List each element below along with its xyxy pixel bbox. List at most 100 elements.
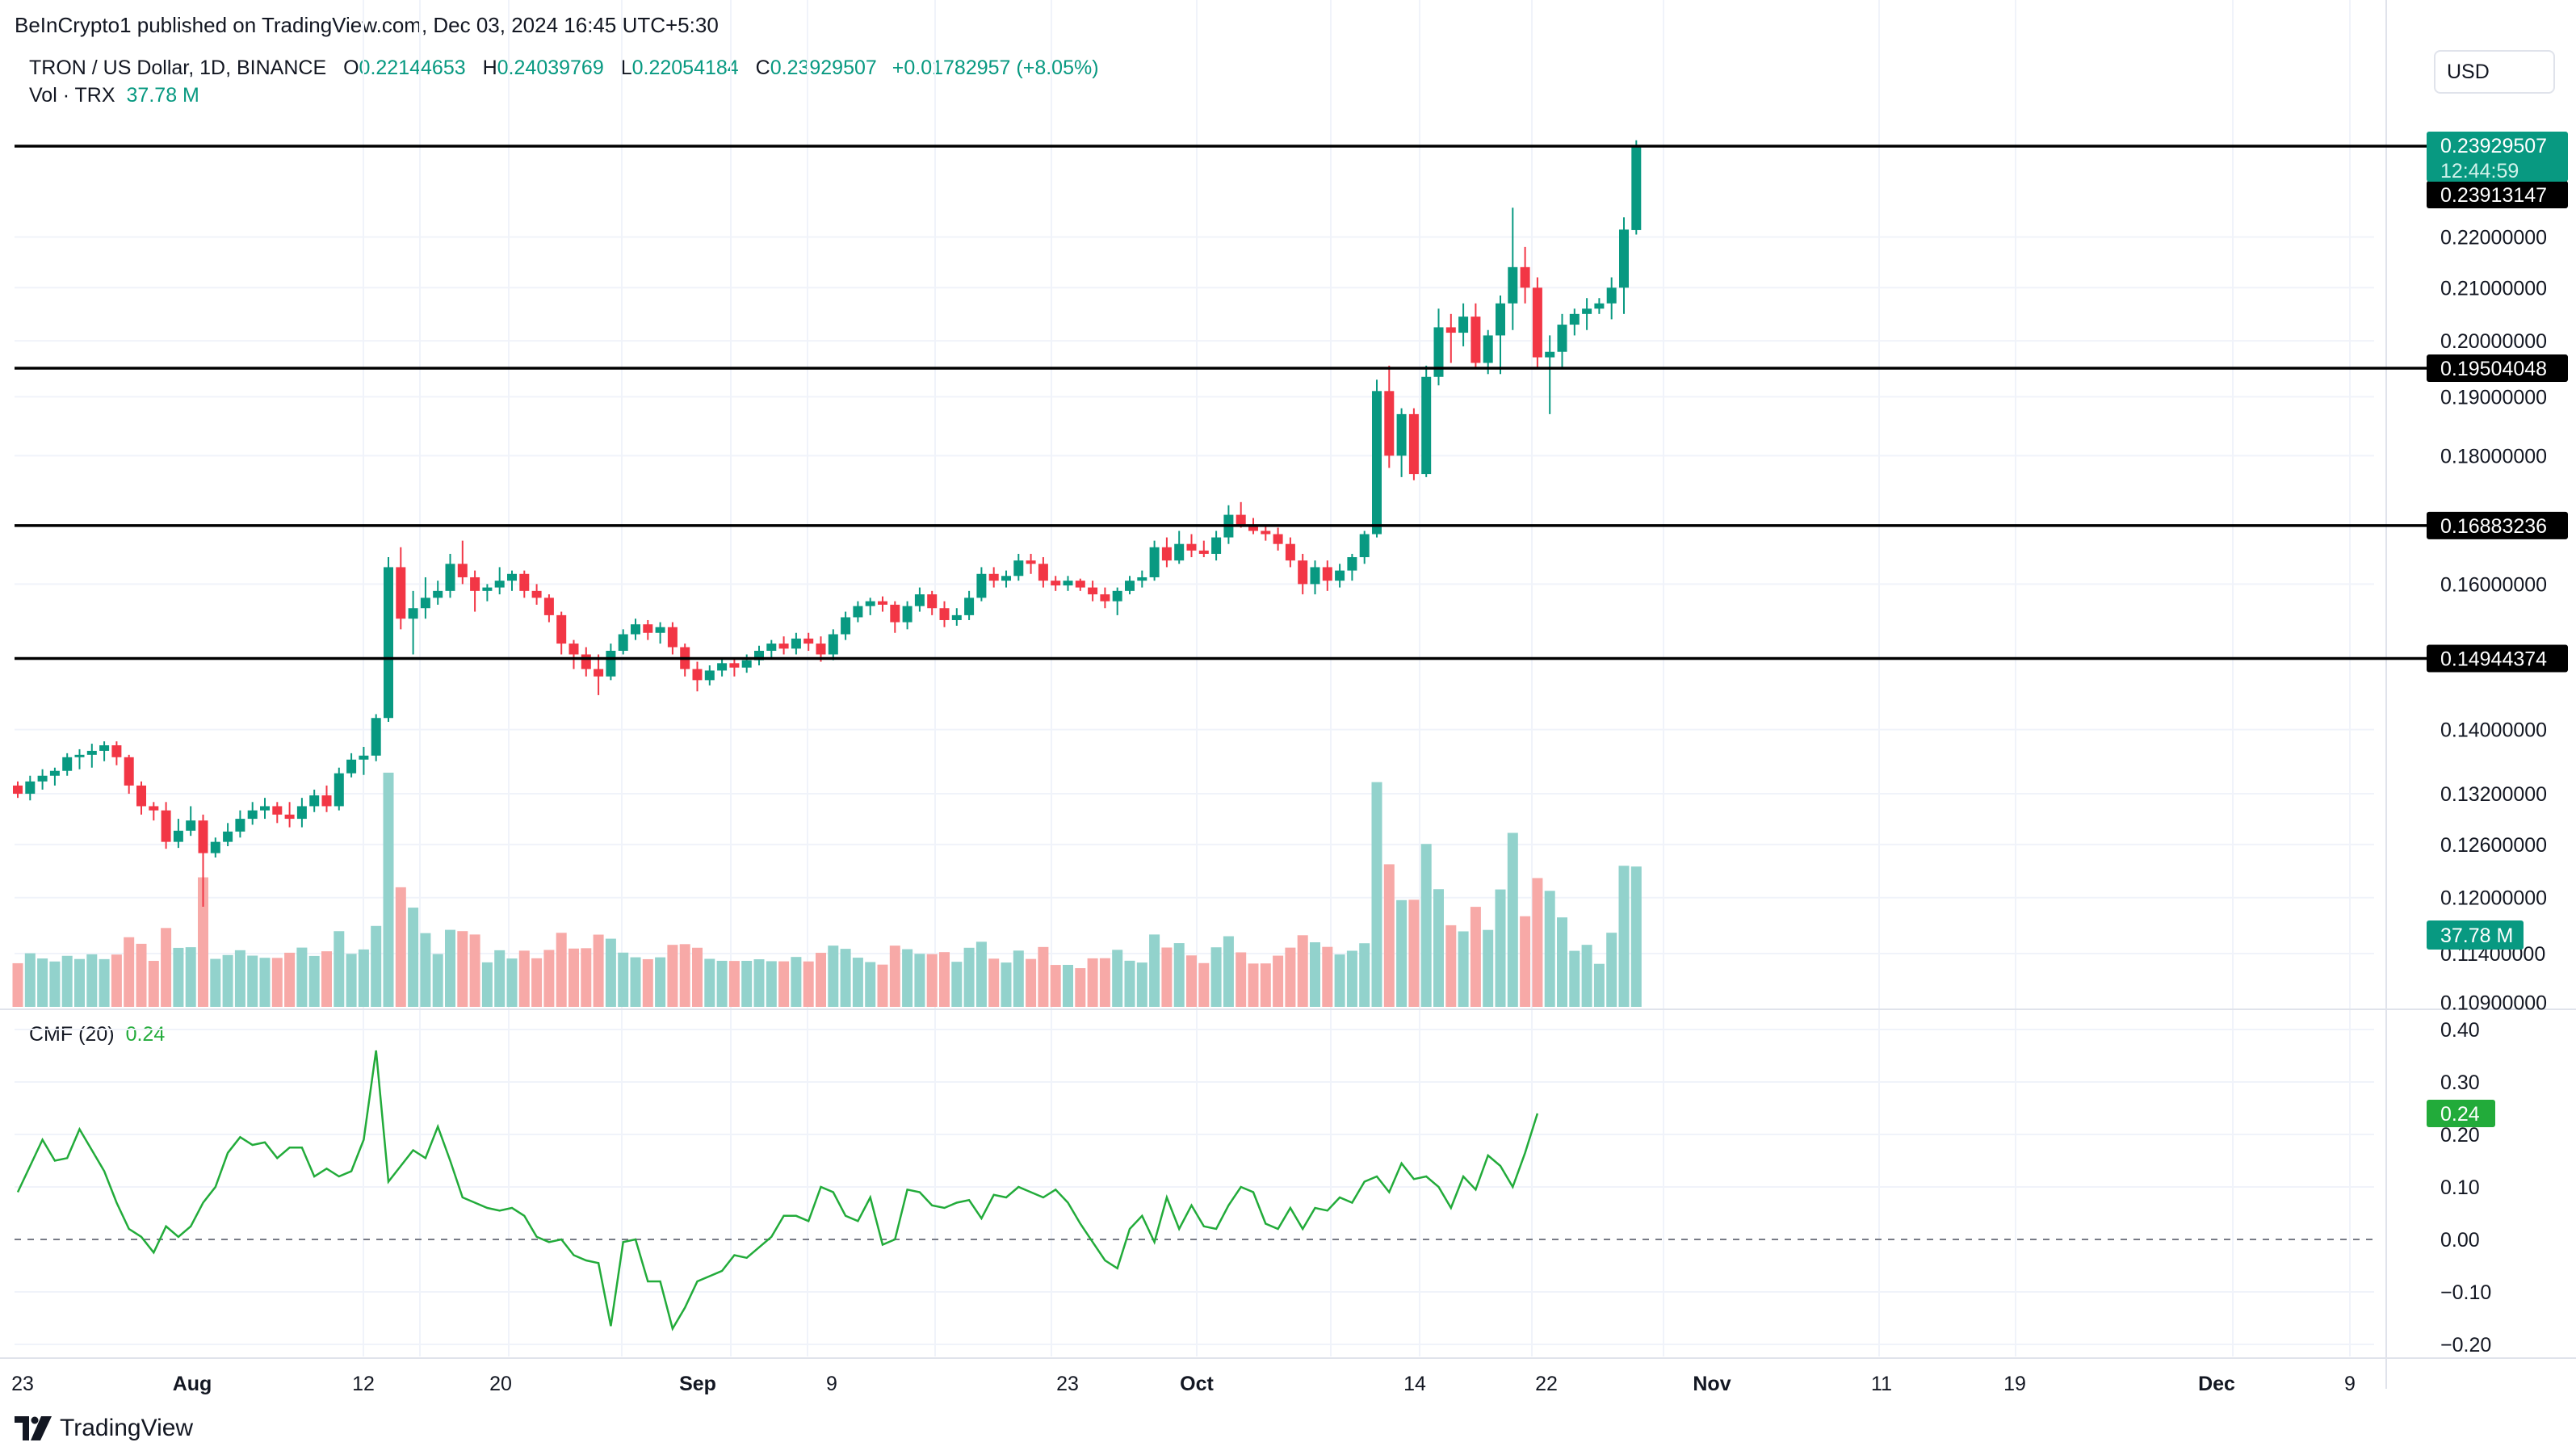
volume-bar — [865, 962, 876, 1007]
candle-body — [976, 573, 987, 598]
candle-body — [1496, 303, 1505, 336]
candle-body — [445, 564, 455, 591]
volume-bar — [1075, 968, 1086, 1007]
volume-bar — [308, 955, 320, 1007]
volume-bar — [469, 934, 480, 1007]
level-label-tag — [2427, 354, 2568, 383]
candle-body — [1545, 351, 1555, 358]
candle-body — [828, 634, 838, 655]
candle-body — [1137, 577, 1147, 581]
volume-bar — [1557, 917, 1567, 1007]
candle-body — [791, 638, 801, 649]
candle-body — [86, 750, 97, 755]
volume-bar — [1507, 832, 1518, 1007]
candle-body — [186, 820, 196, 831]
volume-bar — [12, 962, 23, 1007]
candle-body — [1384, 391, 1395, 456]
tradingview-brand[interactable]: TradingView — [15, 1415, 193, 1442]
volume-tag — [2427, 920, 2524, 950]
volume-bar — [161, 928, 172, 1007]
volume-bar — [1210, 947, 1222, 1007]
volume-bar — [926, 954, 938, 1007]
volume-bar — [432, 954, 443, 1007]
price-tick-label: 0.13200000 — [2440, 783, 2547, 806]
candle-body — [1198, 550, 1209, 554]
last-price-tag — [2427, 132, 2568, 182]
candle-body — [346, 759, 357, 774]
candle-body — [1582, 308, 1592, 314]
volume-bar — [1013, 950, 1024, 1007]
level-label: 0.14944374 — [2440, 648, 2547, 671]
volume-value: 37.78 M — [126, 84, 199, 107]
candle-body — [1508, 266, 1518, 304]
volume-bar — [963, 947, 975, 1007]
volume-bar — [667, 945, 678, 1007]
volume-bar — [1593, 963, 1605, 1007]
volume-tag-label: 37.78 M — [2440, 925, 2513, 947]
volume-bar — [1483, 929, 1494, 1007]
cmf-label: CMF (20) — [29, 1023, 115, 1046]
volume-bar — [259, 958, 271, 1007]
volume-bar — [642, 958, 653, 1007]
candle-body — [717, 663, 728, 671]
level-label-tag — [2427, 644, 2568, 673]
candle-body — [631, 624, 640, 635]
volume-bar — [593, 934, 604, 1007]
volume-bar — [457, 931, 468, 1007]
candle-body — [111, 745, 122, 757]
price-tick-label: 0.19000000 — [2440, 386, 2547, 409]
time-tick-label: Dec — [2198, 1373, 2235, 1395]
volume-bar — [753, 959, 765, 1007]
high-label: H — [482, 57, 497, 79]
candle-body — [1322, 567, 1332, 581]
volume-bar — [1297, 935, 1308, 1007]
candle-body — [1236, 514, 1246, 525]
candle-body — [754, 651, 764, 660]
cmf-tick-label: 0.00 — [2440, 1229, 2480, 1252]
volume-bar — [1260, 963, 1271, 1007]
currency-selector[interactable]: USD — [2434, 50, 2555, 94]
candle-body — [49, 770, 60, 776]
volume-bar — [1236, 952, 1247, 1007]
volume-bar — [371, 925, 382, 1007]
volume-bar — [1495, 889, 1506, 1007]
candle-body — [74, 754, 85, 757]
volume-bar — [395, 887, 406, 1007]
candle-body — [1471, 317, 1481, 363]
volume-bar — [346, 954, 357, 1007]
candle-body — [704, 670, 715, 681]
volume-bar — [852, 958, 863, 1007]
volume-legend: Vol · TRX 37.78 M — [29, 84, 199, 107]
price-tick-label: 0.21000000 — [2440, 277, 2547, 300]
volume-bar — [803, 961, 814, 1007]
volume-bar — [581, 948, 592, 1007]
candle-body — [284, 814, 295, 820]
candle-body — [494, 581, 505, 588]
candle-body — [519, 573, 530, 591]
volume-bar — [1310, 942, 1320, 1007]
candle-body — [643, 624, 653, 633]
level-label-tag — [2427, 180, 2568, 208]
time-tick-label: 19 — [2003, 1373, 2026, 1395]
candle-body — [384, 567, 393, 719]
volume-bar — [840, 949, 851, 1007]
candle-body — [729, 663, 740, 668]
volume-bar — [321, 951, 332, 1007]
symbol-legend: TRON / US Dollar, 1D, BINANCE O0.2214465… — [29, 57, 1099, 80]
close-label: C — [755, 57, 770, 79]
volume-bar — [1149, 934, 1160, 1007]
volume-bar — [173, 947, 184, 1007]
candle-body — [359, 755, 369, 760]
volume-bar — [1346, 950, 1357, 1007]
candle-body — [136, 785, 146, 807]
volume-bar — [1124, 960, 1135, 1007]
candle-body — [594, 669, 604, 677]
candle-body — [939, 608, 950, 620]
candle-body — [1310, 567, 1320, 585]
candle-body — [1335, 570, 1345, 581]
volume-bar — [1408, 899, 1420, 1007]
time-tick-label: Aug — [173, 1373, 212, 1395]
level-label: 0.16883236 — [2440, 515, 2547, 538]
time-tick-label: Sep — [679, 1373, 716, 1395]
